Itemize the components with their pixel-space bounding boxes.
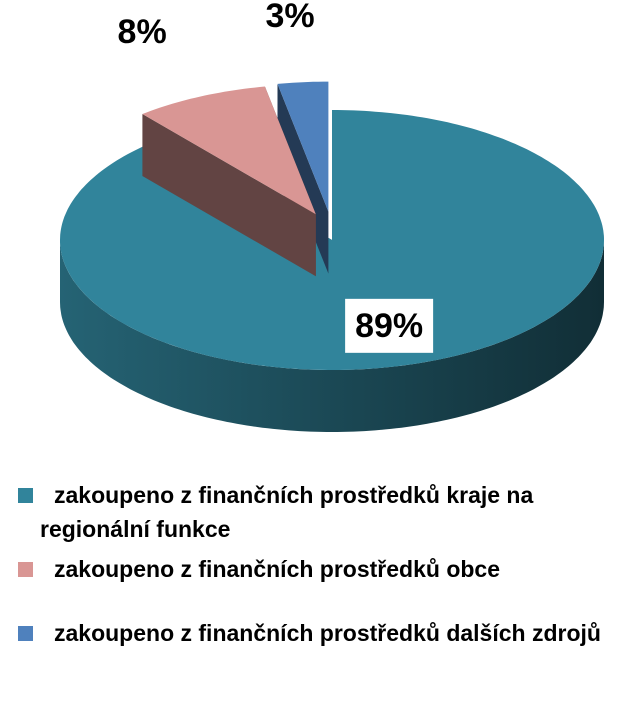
- legend: zakoupeno z finančních prostředků kraje …: [18, 478, 630, 650]
- slice-side: [142, 114, 316, 277]
- chart: 89% 8% 3%: [60, 0, 604, 432]
- data-label: 89%: [355, 307, 423, 345]
- legend-label: zakoupeno z finančních prostředků dalšíc…: [54, 620, 601, 646]
- slice: [142, 86, 316, 277]
- legend-label: zakoupeno z finančních prostředků obce: [54, 556, 501, 582]
- slice: [60, 110, 604, 432]
- data-label: 3%: [265, 0, 314, 35]
- legend-swatch: [18, 488, 33, 503]
- slice: [142, 86, 316, 215]
- label-box: [345, 298, 434, 353]
- slice: [60, 110, 604, 370]
- slice: [277, 81, 329, 212]
- legend-item: zakoupeno z finančních prostředků kraje …: [18, 478, 630, 546]
- data-label: 8%: [118, 13, 167, 51]
- legend-item: zakoupeno z finančních prostředků dalšíc…: [18, 616, 630, 650]
- slice-side: [60, 240, 604, 432]
- legend-swatch: [18, 626, 33, 641]
- legend-label: zakoupeno z finančních prostředků kraje …: [40, 482, 534, 542]
- legend-swatch: [18, 562, 33, 577]
- legend-item: zakoupeno z finančních prostředků obce: [18, 552, 630, 586]
